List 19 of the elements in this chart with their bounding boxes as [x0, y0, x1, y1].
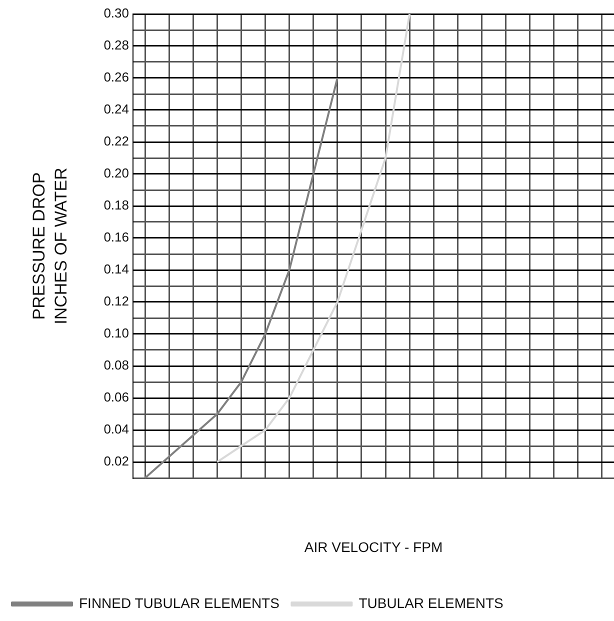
- y-tick-label: 0.06: [104, 390, 129, 405]
- y-tick-label: 0.10: [104, 326, 129, 341]
- y-tick-label: 0.02: [104, 454, 129, 469]
- y-tick-label: 0.08: [104, 358, 129, 373]
- y-tick-label: 0.04: [104, 422, 129, 437]
- y-tick-label: 0.26: [104, 70, 129, 85]
- x-axis-title: AIR VELOCITY - FPM: [304, 538, 443, 555]
- legend-label: FINNED TUBULAR ELEMENTS: [79, 594, 280, 611]
- y-tick-label: 0.16: [104, 230, 129, 245]
- y-tick-label: 0.14: [104, 262, 129, 277]
- y-tick-label: 0.28: [104, 38, 129, 53]
- y-tick-label: 0.22: [104, 134, 129, 149]
- y-tick-label: 0.20: [104, 166, 129, 181]
- y-axis-title: PRESSURE DROP INCHES OF WATER: [30, 168, 71, 324]
- y-tick-label: 0.12: [104, 294, 129, 309]
- legend-label: TUBULAR ELEMENTS: [358, 594, 504, 611]
- y-tick-label: 0.30: [104, 6, 129, 21]
- y-tick-label: 0.24: [104, 102, 129, 117]
- y-tick-label: 0.18: [104, 198, 129, 213]
